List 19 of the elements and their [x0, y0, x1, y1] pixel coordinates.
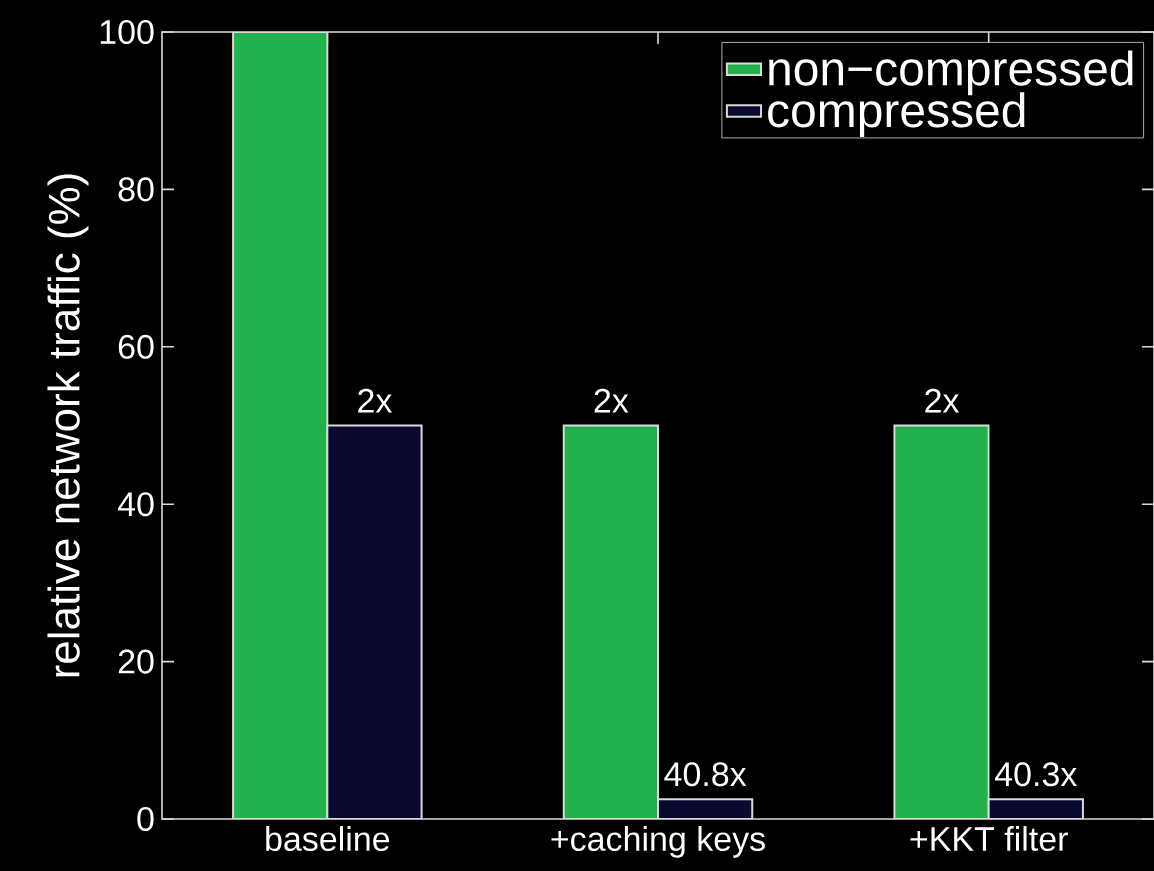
y-tick-label: 80 — [118, 177, 154, 202]
annotation: 40.8x — [664, 762, 747, 787]
bar — [893, 424, 990, 819]
y-tick-label: 60 — [118, 334, 154, 359]
x-tick-label: baseline — [266, 826, 390, 852]
annotation: 2x — [358, 388, 393, 413]
y-tick-label: 20 — [118, 649, 154, 674]
bar — [326, 424, 423, 819]
bar — [232, 31, 329, 819]
y-tick-label: 0 — [137, 806, 154, 832]
y-axis-title: relative network traffic (%) — [47, 174, 89, 677]
y-tick-label: 40 — [117, 492, 154, 517]
annotation: 2x — [594, 388, 629, 413]
x-tick-label: +KKT filter — [910, 826, 1068, 852]
annotation: 40.3x — [994, 762, 1077, 787]
x-tick-label: +caching keys — [551, 826, 765, 858]
bar — [562, 424, 660, 819]
annotation: 2x — [925, 388, 960, 413]
y-tick-label: 100 — [100, 19, 154, 45]
